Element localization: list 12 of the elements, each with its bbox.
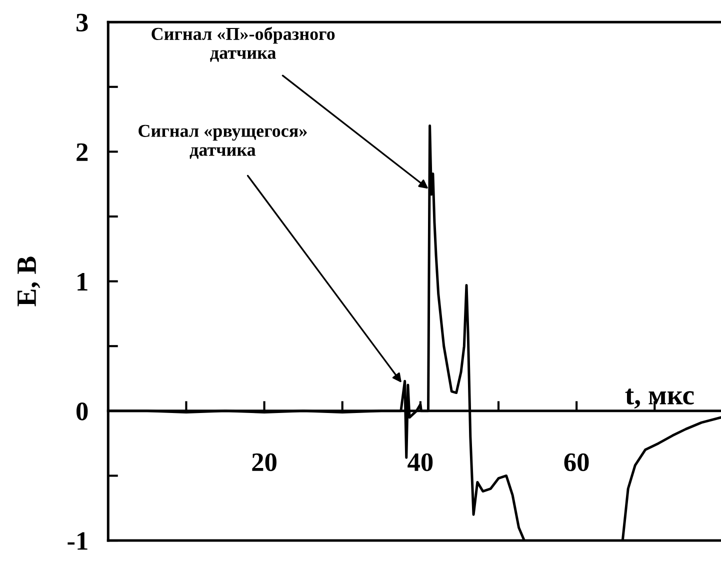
y-tick-label: 2: [76, 143, 88, 161]
x-tick-label: 20: [252, 453, 276, 472]
y-tick-label: 0: [76, 402, 88, 420]
annotation: Сигнал «П»-образного датчика: [152, 26, 335, 62]
x-axis-title: t, мкс: [625, 388, 694, 409]
y-axis-title: E, В: [18, 256, 40, 306]
y-tick-label: 3: [76, 14, 88, 32]
annotation: Сигнал «рвущегося» датчика: [138, 124, 307, 159]
x-tick-label: 40: [408, 453, 433, 472]
y-tick-label: -1: [68, 532, 88, 550]
x-tick-label: 60: [564, 453, 589, 472]
y-tick-label: 1: [78, 273, 88, 290]
